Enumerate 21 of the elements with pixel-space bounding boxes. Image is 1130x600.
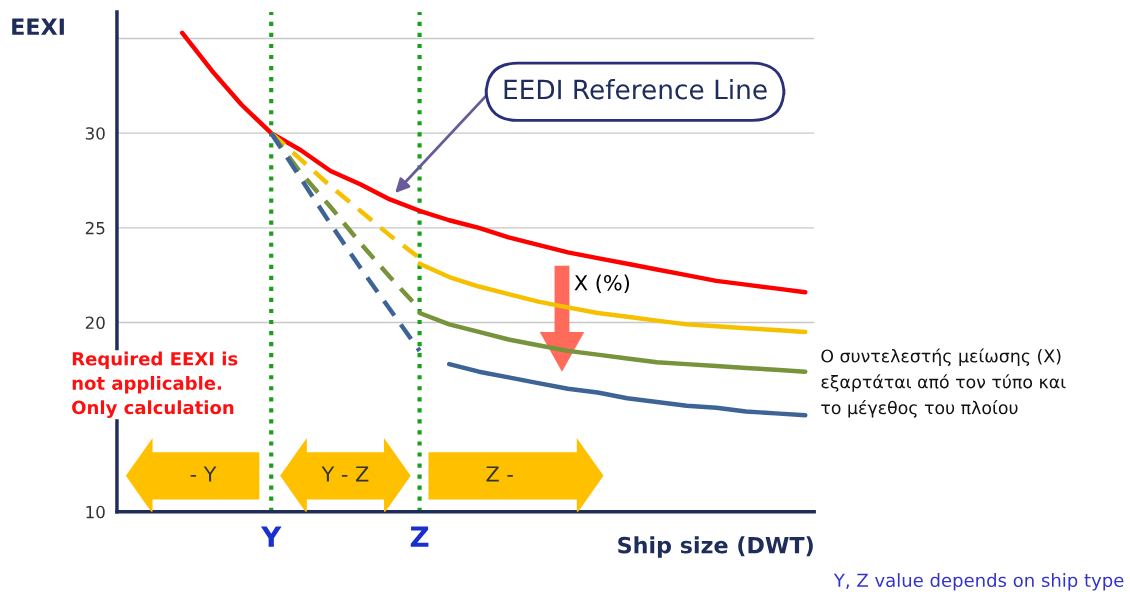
x-tick-label: Z (410, 526, 429, 547)
y-tick-label: 20 (85, 316, 105, 330)
y-tick-label: 25 (85, 221, 105, 235)
annotation: Required EEXI is not applicable. Only calculation (72, 351, 238, 418)
line-series (417, 261, 808, 335)
annotation: Y - Z (321, 466, 369, 482)
annotation: X (%) (574, 274, 630, 294)
y-axis-title: EEXI (12, 18, 64, 35)
line-series (417, 310, 808, 374)
text: Ο συντελεστής μείωσης (X) εξαρτάται από τον τύπο και το μέγεθος του πλοίου (821, 348, 1066, 418)
x-axis-title: Ship size (DWT) (618, 536, 813, 558)
y-tick-label: 30 (85, 127, 105, 140)
x-tick-label: Y (260, 526, 282, 547)
annotation: EEDI Reference Line (504, 79, 767, 100)
line-series (447, 361, 808, 418)
line-series (180, 30, 808, 295)
annotation: - Y (190, 466, 217, 482)
text: Y, Z value depends on ship type (833, 573, 1124, 591)
line-series (269, 130, 422, 354)
y-tick-label: 10 (86, 505, 105, 519)
annotation: Z - (486, 466, 513, 482)
